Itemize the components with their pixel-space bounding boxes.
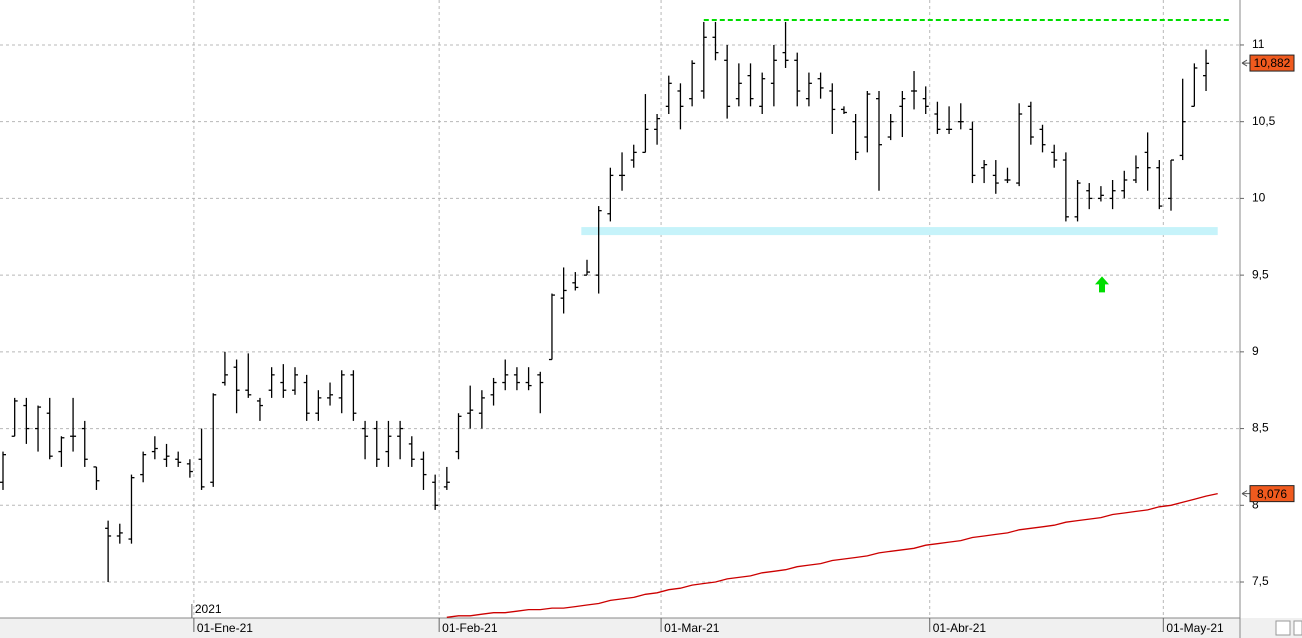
y-tick-label: 11 xyxy=(1252,37,1265,51)
x-axis-strip xyxy=(0,618,1302,638)
x-tick-label: 01-May-21 xyxy=(1166,621,1224,635)
moving-average-line xyxy=(446,492,1218,618)
support-band xyxy=(581,227,1218,236)
toolbar-icon[interactable] xyxy=(1275,620,1291,636)
price-tag-label: 10,882 xyxy=(1254,56,1291,70)
price-tag-pointer xyxy=(1241,59,1250,67)
price-tag-pointer xyxy=(1241,490,1250,498)
x-tick-label: 01-Feb-21 xyxy=(442,621,498,635)
y-tick-label: 8,5 xyxy=(1252,421,1269,435)
year-label: 2021 xyxy=(195,602,222,616)
x-tick-label: 01-Abr-21 xyxy=(933,621,987,635)
y-tick-label: 7,5 xyxy=(1252,574,1269,588)
signal-arrow xyxy=(1095,276,1109,293)
y-tick-label: 10 xyxy=(1252,191,1266,205)
y-tick-label: 8 xyxy=(1252,497,1259,511)
x-tick-label: 01-Ene-21 xyxy=(197,621,253,635)
price-tag-label: 8,076 xyxy=(1257,487,1287,501)
y-tick-label: 10,5 xyxy=(1252,114,1276,128)
price-tag xyxy=(1249,54,1295,72)
price-tag xyxy=(1249,485,1295,503)
y-tick-label: 9 xyxy=(1252,344,1259,358)
y-tick-label: 9,5 xyxy=(1252,267,1269,281)
toolbar-icon[interactable] xyxy=(1293,620,1302,636)
x-tick-label: 01-Mar-21 xyxy=(664,621,720,635)
